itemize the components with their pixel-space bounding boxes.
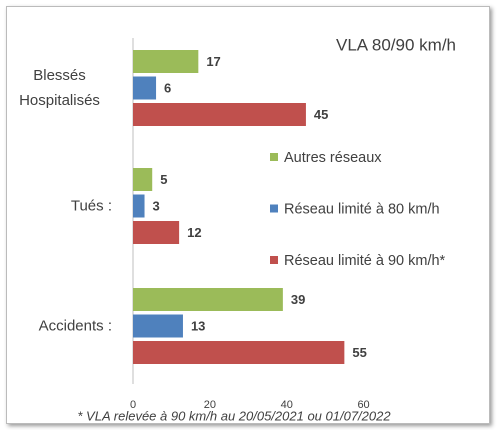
legend-swatch — [270, 153, 278, 161]
data-label: 6 — [164, 80, 171, 95]
x-tick-label: 40 — [281, 399, 293, 411]
bar — [133, 76, 157, 100]
legend-label: Réseau limité à 90 km/h* — [284, 253, 446, 269]
category-label: Accidents : — [39, 314, 112, 339]
x-tick-label: 60 — [357, 399, 369, 411]
legend-label: Réseau limité à 80 km/h — [284, 201, 440, 217]
bar — [133, 194, 145, 218]
data-label: 12 — [187, 225, 201, 240]
bar — [133, 314, 183, 338]
category-text: Blessés Hospitalisés — [19, 67, 100, 109]
data-label: 45 — [314, 107, 328, 122]
legend-label: Autres réseaux — [284, 150, 382, 166]
bar — [133, 221, 180, 244]
bar — [133, 288, 283, 311]
category-label: Tués : — [71, 194, 112, 219]
data-label: 5 — [160, 172, 167, 187]
footnote: * VLA relevée à 90 km/h au 20/05/2021 ou… — [77, 408, 391, 423]
data-label: 13 — [191, 318, 205, 333]
x-tick-label: 0 — [130, 399, 136, 411]
legend-swatch — [270, 256, 278, 264]
bar — [133, 341, 345, 364]
category-text: Tués : — [70, 197, 112, 215]
data-label: 17 — [206, 54, 220, 69]
chart-frame — [6, 6, 490, 424]
x-tick-label: 20 — [204, 399, 216, 411]
category-text: Accidents : — [38, 317, 112, 335]
category-label: Blessés Hospitalisés — [7, 63, 112, 113]
data-label: 39 — [291, 292, 305, 307]
chart-title: VLA 80/90 km/h — [336, 35, 456, 54]
bar — [133, 103, 306, 126]
bar — [133, 168, 153, 191]
bar — [133, 50, 199, 73]
data-label: 55 — [352, 345, 366, 360]
legend-swatch — [270, 204, 278, 213]
data-label: 3 — [153, 198, 160, 213]
